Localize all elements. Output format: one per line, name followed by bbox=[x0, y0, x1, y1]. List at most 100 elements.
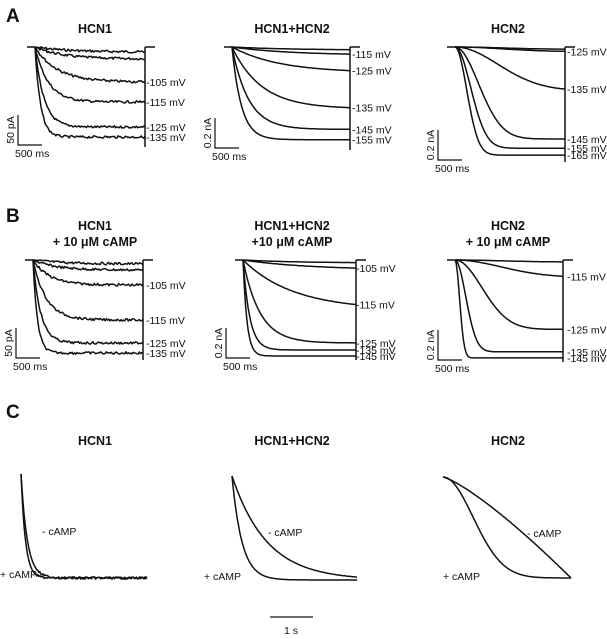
current-trace bbox=[242, 259, 356, 264]
current-trace bbox=[455, 259, 563, 263]
scale-bar bbox=[225, 328, 250, 359]
panel-b-title-hcn2-camp: + 10 μM cAMP bbox=[466, 235, 550, 249]
voltage-label: -135 mV bbox=[567, 347, 607, 359]
voltage-label: -105 mV bbox=[146, 77, 186, 89]
current-trace bbox=[242, 259, 356, 351]
panel-b-title-hcn1-hcn2-camp: +10 μM cAMP bbox=[252, 235, 333, 249]
voltage-label: -115 mV bbox=[146, 97, 185, 109]
voltage-label: -135 mV bbox=[146, 348, 186, 360]
scale-bar bbox=[437, 130, 462, 161]
panel-b-title-hcn1-hcn2: HCN1+HCN2 bbox=[254, 219, 329, 233]
voltage-label: -125 mV bbox=[567, 46, 607, 58]
current-trace bbox=[34, 46, 146, 84]
voltage-label: -165 mV bbox=[567, 150, 607, 162]
current-trace bbox=[242, 259, 356, 344]
normalized-trace bbox=[20, 473, 148, 580]
panel-letter-a: A bbox=[6, 6, 20, 27]
voltage-label: -145 mV bbox=[356, 351, 396, 363]
scale-y-label: 50 pA bbox=[3, 329, 15, 356]
current-trace bbox=[454, 259, 563, 359]
panel-c-hcn2-minus-camp-label: - cAMP bbox=[527, 528, 561, 540]
scale-x-label: 500 ms bbox=[212, 151, 246, 163]
scale-bar bbox=[437, 330, 462, 361]
voltage-label: -145 mV bbox=[567, 353, 607, 365]
current-trace bbox=[34, 46, 146, 61]
current-trace bbox=[32, 259, 144, 287]
current-trace bbox=[454, 46, 565, 156]
panel-c-title-hcn1: HCN1 bbox=[78, 434, 112, 448]
panel-c-title-hcn1-hcn2: HCN1+HCN2 bbox=[254, 434, 329, 448]
current-trace bbox=[454, 259, 563, 353]
current-trace bbox=[231, 46, 350, 72]
normalized-trace bbox=[231, 475, 357, 581]
current-trace bbox=[32, 259, 144, 322]
normalized-trace bbox=[442, 476, 571, 579]
current-trace bbox=[32, 259, 144, 355]
normalized-trace bbox=[231, 475, 358, 578]
voltage-label: -155 mV bbox=[567, 143, 607, 155]
current-trace bbox=[34, 46, 146, 104]
current-trace bbox=[454, 46, 565, 149]
current-trace bbox=[34, 46, 146, 54]
current-trace bbox=[242, 259, 357, 306]
current-trace bbox=[231, 46, 350, 131]
scale-bar bbox=[17, 115, 42, 146]
voltage-label: -135 mV bbox=[352, 103, 392, 115]
scale-x-label: 500 ms bbox=[15, 148, 49, 160]
panel-a-title-hcn1-hcn2: HCN1+HCN2 bbox=[254, 22, 329, 36]
current-trace bbox=[455, 46, 566, 90]
scale-y-label: 0.2 nA bbox=[202, 118, 214, 148]
current-trace bbox=[455, 259, 564, 278]
current-trace bbox=[34, 46, 146, 139]
voltage-label: -155 mV bbox=[352, 135, 392, 147]
scale-x-label: 500 ms bbox=[435, 363, 469, 375]
panel-letter-c: C bbox=[6, 402, 20, 423]
voltage-label: -135 mV bbox=[356, 345, 396, 357]
panel-c-hcn1-minus-camp-label: - cAMP bbox=[42, 526, 76, 538]
current-trace bbox=[454, 46, 565, 140]
scale-x-label: 500 ms bbox=[13, 361, 47, 373]
current-trace bbox=[242, 259, 356, 269]
voltage-label: -125 mV bbox=[352, 66, 392, 78]
panel-c-hcn1-hcn2-plus-camp-label: + cAMP bbox=[204, 571, 241, 583]
current-trace bbox=[32, 259, 144, 266]
current-trace bbox=[242, 259, 356, 357]
scale-x-label: 500 ms bbox=[223, 361, 257, 373]
current-trace bbox=[231, 46, 350, 141]
current-trace bbox=[231, 46, 350, 55]
voltage-label: -125 mV bbox=[146, 122, 186, 134]
panel-c-title-hcn2: HCN2 bbox=[491, 434, 525, 448]
panel-a-title-hcn2: HCN2 bbox=[491, 22, 525, 36]
current-trace bbox=[454, 259, 563, 331]
normalized-trace bbox=[20, 473, 148, 580]
voltage-label: -135 mV bbox=[567, 84, 607, 96]
scale-bar bbox=[15, 328, 40, 359]
voltage-label: -105 mV bbox=[146, 280, 186, 292]
current-trace bbox=[32, 259, 144, 345]
voltage-label: -115 mV bbox=[146, 315, 185, 327]
panel-a-title-hcn1: HCN1 bbox=[78, 22, 112, 36]
current-trace bbox=[455, 46, 565, 53]
panel-c-hcn1-hcn2-minus-camp-label: - cAMP bbox=[268, 527, 302, 539]
scale-y-label: 0.2 nA bbox=[213, 328, 225, 358]
voltage-label: -115 mV bbox=[356, 300, 395, 312]
scale-y-label: 0.2 nA bbox=[425, 330, 437, 360]
scale-x-label: 500 ms bbox=[435, 163, 469, 175]
panel-b-title-hcn1: HCN1 bbox=[78, 219, 112, 233]
panel-b-title-hcn1-camp: + 10 μM cAMP bbox=[53, 235, 137, 249]
voltage-label: -125 mV bbox=[356, 338, 396, 350]
voltage-label: -145 mV bbox=[567, 134, 607, 146]
scale-y-label: 0.2 nA bbox=[425, 130, 437, 160]
scale-y-label: 50 pA bbox=[5, 116, 17, 143]
voltage-label: -145 mV bbox=[352, 124, 392, 136]
scale-bar bbox=[214, 118, 239, 149]
voltage-label: -115 mV bbox=[352, 49, 391, 61]
voltage-label: -135 mV bbox=[146, 132, 186, 144]
current-trace bbox=[231, 46, 351, 109]
voltage-label: -115 mV bbox=[567, 271, 606, 283]
panel-c-hcn1-plus-camp-label: + cAMP bbox=[0, 569, 37, 581]
panel-letter-b: B bbox=[6, 206, 20, 227]
time-scale-label: 1 s bbox=[284, 625, 298, 637]
